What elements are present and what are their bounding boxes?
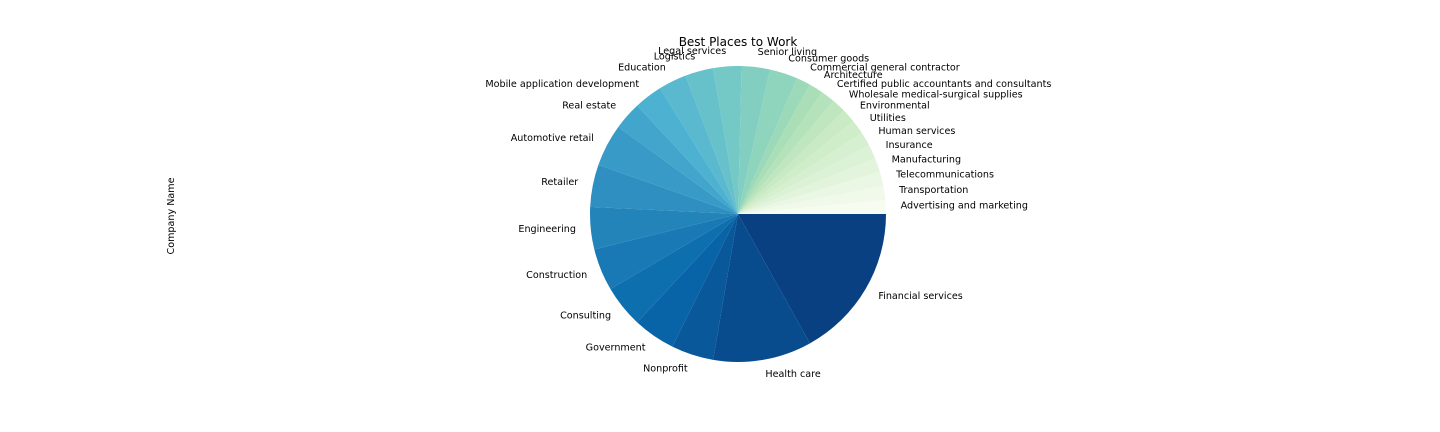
slice-label: Consulting bbox=[560, 310, 611, 321]
pie-slices bbox=[589, 65, 886, 363]
slice-label: Wholesale medical-surgical supplies bbox=[849, 89, 1023, 100]
pie-slice bbox=[713, 214, 810, 363]
pie-slice bbox=[738, 132, 870, 214]
slice-label: Government bbox=[586, 342, 646, 353]
pie-slice bbox=[738, 110, 854, 214]
slice-label: Advertising and marketing bbox=[901, 201, 1028, 212]
pie-slice bbox=[713, 65, 742, 214]
pie-slice bbox=[738, 69, 798, 215]
slice-label: Telecommunications bbox=[895, 170, 994, 181]
slice-label: Insurance bbox=[886, 140, 933, 151]
chart-title: Best Places to Work bbox=[679, 35, 798, 49]
pie-slice bbox=[738, 171, 884, 214]
slice-label: Human services bbox=[878, 126, 955, 137]
pie-slice bbox=[738, 66, 770, 214]
pie-slice bbox=[738, 121, 862, 214]
slice-label: Real estate bbox=[562, 101, 616, 112]
pie-slice bbox=[738, 199, 886, 214]
slice-label: Health care bbox=[765, 369, 820, 380]
slice-label: Retailer bbox=[541, 177, 578, 188]
pie-slice bbox=[618, 105, 738, 214]
pie-slice bbox=[594, 214, 738, 290]
slice-label: Nonprofit bbox=[643, 363, 688, 374]
pie-slice bbox=[738, 100, 844, 214]
slice-label: Financial services bbox=[878, 291, 962, 302]
slice-label: Senior living bbox=[758, 47, 817, 58]
slice-label: Mobile application development bbox=[485, 79, 639, 90]
pie-slice bbox=[738, 78, 810, 214]
y-axis-label: Company Name bbox=[166, 177, 177, 254]
pie-slice bbox=[738, 214, 886, 344]
slice-label: Consumer goods bbox=[788, 54, 869, 65]
pie-slice bbox=[672, 214, 738, 360]
slice-label: Education bbox=[618, 63, 666, 74]
pie-slice bbox=[738, 84, 823, 215]
pie-slice bbox=[738, 185, 886, 214]
slice-label: Environmental bbox=[860, 101, 930, 112]
slice-label: Manufacturing bbox=[892, 154, 961, 165]
slice-label: Legal services bbox=[658, 46, 726, 57]
slice-label: Logistics bbox=[654, 51, 696, 62]
pie-slice bbox=[738, 158, 880, 214]
pie-slice bbox=[685, 68, 738, 214]
pie-slice bbox=[637, 214, 738, 347]
pie-slice bbox=[659, 75, 738, 215]
pie-slice bbox=[610, 214, 738, 323]
slice-label: Commercial general contractor bbox=[810, 63, 960, 74]
pie-slice bbox=[637, 88, 738, 214]
slice-label: Utilities bbox=[870, 113, 906, 124]
pie-slice bbox=[590, 164, 738, 214]
pie-labels: Advertising and marketing Transportation T… bbox=[485, 46, 1051, 380]
pie-slice bbox=[598, 127, 738, 214]
slice-label: Automotive retail bbox=[511, 133, 594, 144]
slice-label: Transportation bbox=[898, 185, 968, 196]
slice-label: Construction bbox=[526, 270, 587, 281]
pie-slice bbox=[738, 145, 876, 214]
pie-slice bbox=[738, 92, 834, 214]
slice-label: Architecture bbox=[824, 70, 883, 81]
slice-label: Engineering bbox=[518, 224, 576, 235]
slice-label: Certified public accountants and consult… bbox=[837, 79, 1052, 90]
pie-slice bbox=[589, 206, 738, 250]
